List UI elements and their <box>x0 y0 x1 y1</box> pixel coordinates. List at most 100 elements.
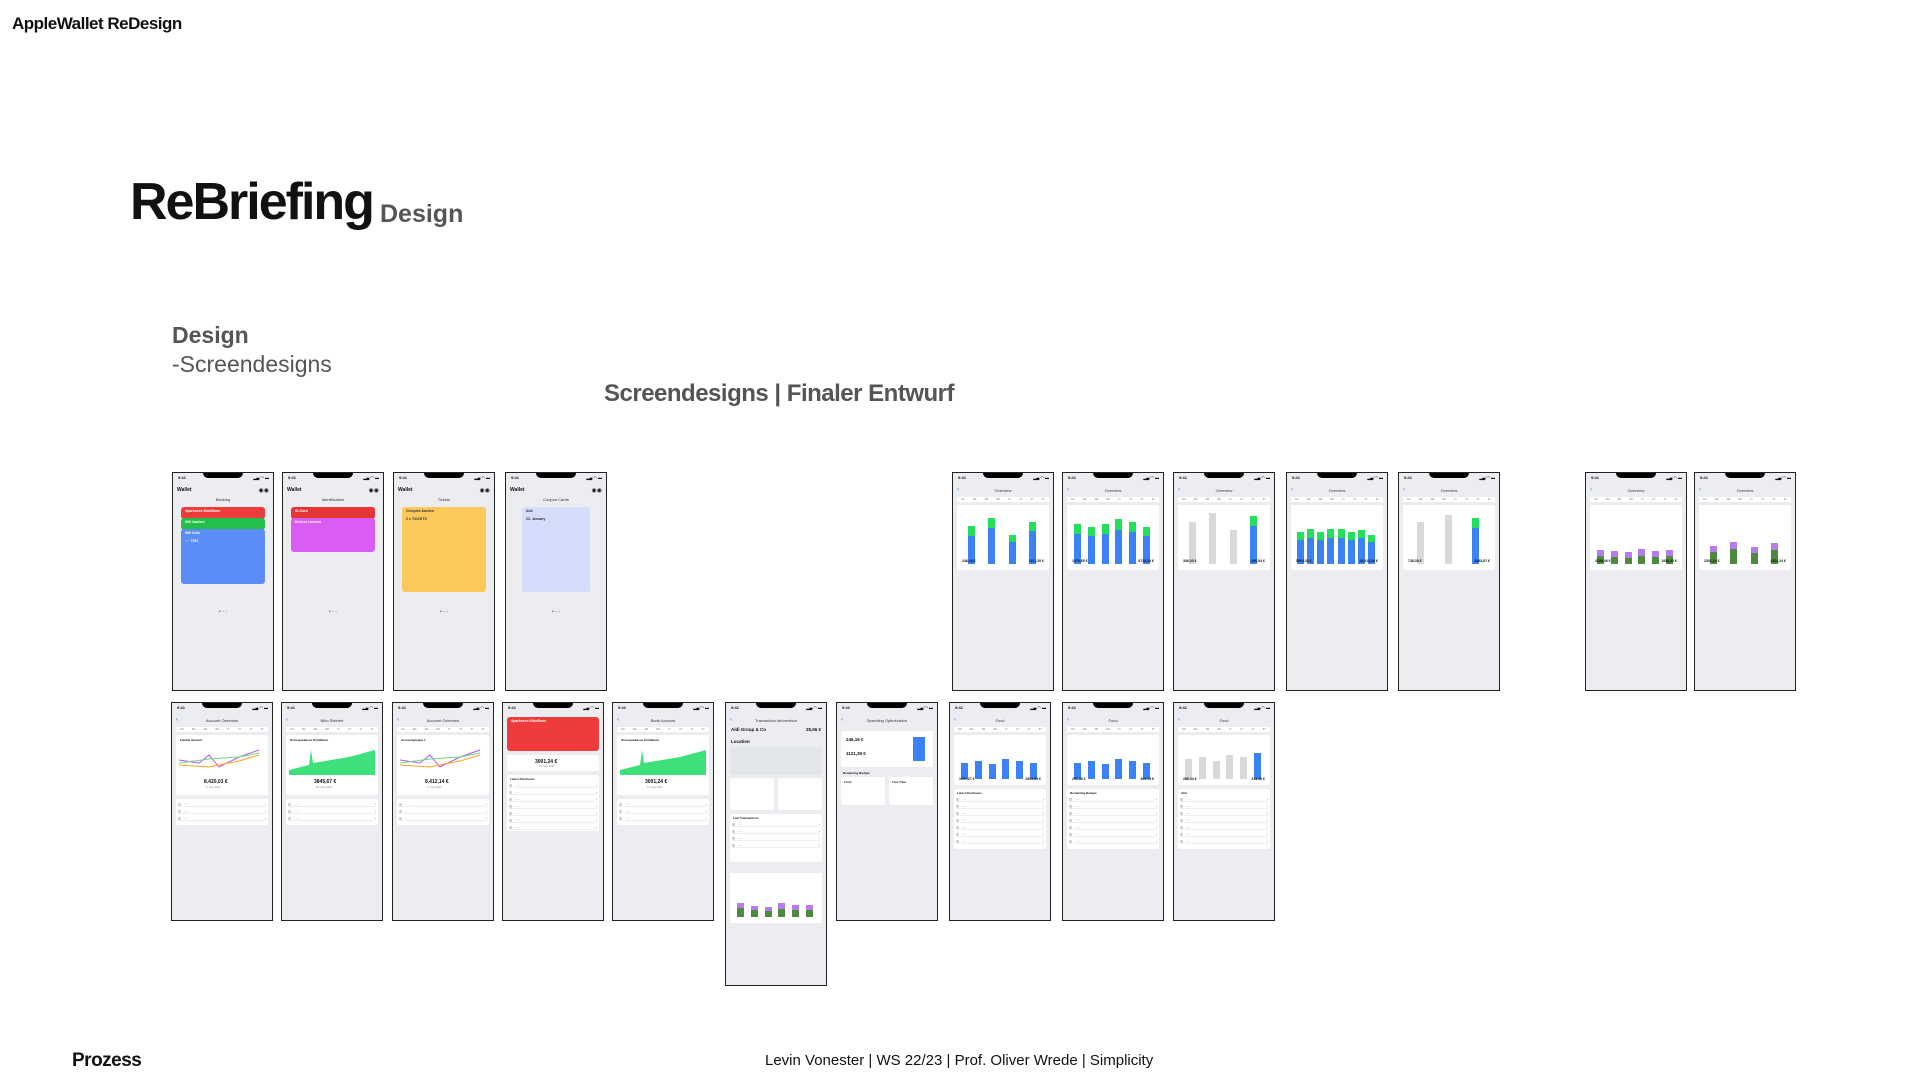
segment-option: 1M <box>290 728 294 731</box>
chart-bar-top <box>1229 530 1237 538</box>
segment-option: 2Y <box>1240 728 1244 731</box>
segment-option: 6M <box>325 728 329 731</box>
list-row: ····· › <box>399 816 487 821</box>
back-chevron-icon: ‹ <box>617 717 619 723</box>
list-row: ····· › <box>288 809 376 814</box>
back-chevron-icon: ‹ <box>1699 487 1701 493</box>
segment-option: 5Y <box>1375 498 1379 501</box>
segment-option: 6M <box>993 728 997 731</box>
row-label: ····· <box>1186 797 1191 801</box>
time-range-segmented-control: 1M 2M 3M 6M 1Y 2Y 3Y 5Y <box>957 497 1049 502</box>
location-title: Location <box>731 739 750 744</box>
budget-box: Free Time <box>889 777 933 805</box>
segment-option: 6M <box>436 728 440 731</box>
row-icon <box>1180 818 1183 822</box>
status-icons-icon: ▂▄ ◠ ▬ <box>1254 475 1270 480</box>
chevron-right-icon: › <box>596 790 597 794</box>
segment-option: 3M <box>981 728 985 731</box>
row-icon <box>956 839 959 843</box>
series-line <box>179 752 260 764</box>
list-row: ····· › <box>509 797 597 802</box>
footer-credits: Levin Vonester | WS 22/23 | Prof. Oliver… <box>765 1052 1154 1069</box>
phone-screendesign: 9:41 ▂▄ ◠ ▬ Wallet ◉◉ Identification ID-Card D… <box>282 472 384 691</box>
segment-option: 3Y <box>1140 498 1144 501</box>
chart-bar-top <box>1471 518 1479 528</box>
chart-bar-base <box>737 908 745 917</box>
row-label: ····· <box>515 818 520 822</box>
phone-screendesign: 9:41 ▂▄ ◠ ▬ ‹ Transaction Information Aldi G… <box>725 702 827 986</box>
earned-value: 3336,46 € <box>1595 559 1611 563</box>
wallet-card: Drivers License <box>291 518 375 552</box>
chart-bar-top <box>967 526 975 536</box>
phone-screendesign: 9:41 ▂▄ ◠ ▬ ‹ Account Overview 1M 2M 3M 6M 1Y 2Y 3… <box>392 702 494 921</box>
chart-bar-base <box>967 536 975 564</box>
segment-option: 1M <box>621 728 625 731</box>
row-icon <box>956 797 959 801</box>
wallet-category: Banking <box>215 497 231 502</box>
chart-bar-base <box>1129 761 1136 779</box>
chart-bar-top <box>1101 524 1109 534</box>
chart-bar-base <box>961 763 969 779</box>
segment-option: 5Y <box>1674 498 1678 501</box>
segment-option: 3Y <box>249 728 253 731</box>
wallet-category: Coupon Cards <box>543 497 569 502</box>
app-title: AppleWallet ReDesign <box>12 14 182 33</box>
phone-screendesign: 9:41 ▂▄ ◠ ▬ ‹ Overview 1M 2M 3M 6M 1Y 2Y 3Y 5Y 5904,… <box>1286 472 1388 691</box>
phone-notch <box>203 473 243 478</box>
chevron-right-icon: › <box>819 822 820 826</box>
chart-bar-top <box>1358 530 1366 538</box>
screen-title: Overview <box>1627 488 1645 493</box>
chevron-right-icon: › <box>1267 825 1268 829</box>
balance-date: 28. June 2022 <box>316 786 332 789</box>
chart-bar-top <box>1088 527 1095 536</box>
chart-bar-base <box>778 909 786 917</box>
status-time: 9:41 <box>618 705 627 710</box>
segment-option: 3Y <box>1772 498 1776 501</box>
balance-area <box>620 750 706 775</box>
chart-bar-top <box>1730 542 1738 549</box>
spent-value: 314,46 € <box>1251 777 1265 781</box>
screen-title: Food <box>1108 718 1118 723</box>
row-icon <box>956 825 959 829</box>
row-icon <box>1069 832 1072 836</box>
chart-bar-base <box>805 910 813 917</box>
spent-value: 956,54 € <box>1251 559 1265 563</box>
list-row: ····· › <box>1069 839 1157 844</box>
segment-option: 1M <box>1407 498 1411 501</box>
list-row: ····· › <box>509 804 597 809</box>
list-row: ····· › <box>956 825 1044 830</box>
back-chevron-icon: ‹ <box>957 487 959 493</box>
segment-option: 3M <box>984 498 988 501</box>
bank-card: Sparkasse KölnBonn <box>507 717 599 751</box>
status-time: 9:41 <box>288 475 297 480</box>
row-label: ····· <box>294 816 299 820</box>
time-range-segmented-control: 1M 2M 3M 6M 1Y 2Y 3Y 5Y <box>1699 497 1791 502</box>
segment-option: 6M <box>996 498 1000 501</box>
chevron-right-icon: › <box>596 783 597 787</box>
list-title: Remaining Budget <box>1070 791 1097 795</box>
spent-value: 309,14 € <box>1140 777 1154 781</box>
chart-bar-base <box>1226 755 1234 779</box>
segment-option: 3M <box>1205 728 1209 731</box>
chevron-right-icon: › <box>819 836 820 840</box>
list-row: ····· › <box>956 811 1044 816</box>
account-name: Familie Steinert <box>180 738 203 742</box>
list-row: ····· › <box>1069 797 1157 802</box>
row-icon <box>509 811 512 815</box>
segment-option: 6M <box>1330 498 1334 501</box>
list-row: ····· › <box>178 809 266 814</box>
phone-screendesign: 9:41 ▂▄ ◠ ▬ ‹ Spending Optimization 246,16 €… <box>836 702 938 921</box>
list-row: ····· › <box>956 804 1044 809</box>
time-range-segmented-control: 1M 2M 3M 6M 1Y 2Y 3Y 5Y <box>286 727 378 732</box>
balance-line-chart <box>179 749 260 768</box>
row-icon <box>1069 825 1072 829</box>
chevron-right-icon: › <box>486 809 487 813</box>
status-time: 9:41 <box>1068 475 1077 480</box>
list-row: ····· › <box>956 797 1044 802</box>
segment-option: 5Y <box>701 728 705 731</box>
phone-screendesign: 9:41 ▂▄ ◠ ▬ ‹ Overview 1M 2M 3M 6M 1Y 2Y 3Y 5Y 1476,… <box>1062 472 1164 691</box>
row-label: ····· <box>1075 825 1080 829</box>
segment-option: 6M <box>1106 728 1110 731</box>
row-label: ····· <box>962 825 967 829</box>
list-panel <box>507 775 599 831</box>
